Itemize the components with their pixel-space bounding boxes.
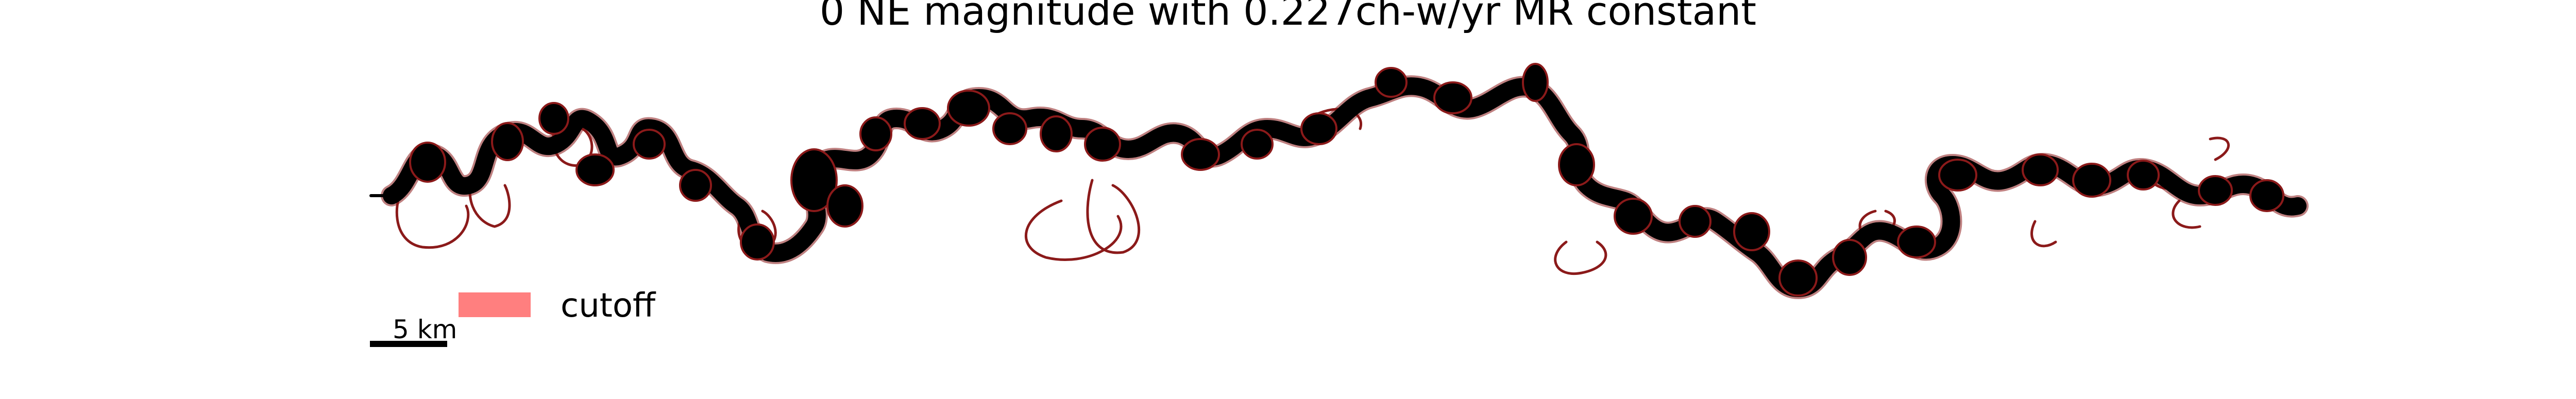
meander-lobe (1558, 143, 1595, 186)
meander-lobe (2127, 160, 2160, 190)
meander-lobe (1375, 67, 1408, 98)
meander-lobes (409, 63, 2284, 297)
meander-lobe (740, 223, 775, 261)
meander-lobe (2022, 153, 2059, 186)
scale-bar-label: 5 km (393, 315, 457, 344)
meander-lobe (1832, 239, 1867, 276)
meander-lobe (1522, 63, 1549, 102)
scale-bar: 5 km (370, 315, 457, 347)
meander-lobe (1241, 129, 1274, 160)
meander-lobe (633, 129, 666, 160)
meander-lobe (947, 90, 990, 127)
meander-lobe (409, 142, 446, 183)
cutoff-loop (1554, 240, 1607, 275)
cutoff-loop (2172, 199, 2201, 229)
meander-lobe (992, 112, 1027, 145)
meander-lobe (1897, 225, 1936, 258)
meander-lobe (1300, 112, 1337, 145)
meander-lobe (491, 122, 524, 161)
meander-lobe (790, 148, 838, 212)
meander-lobe (2072, 163, 2111, 198)
legend-swatch-cutoff (459, 292, 531, 317)
cutoff-loop (2209, 136, 2230, 161)
meander-lobe (2249, 179, 2284, 212)
meander-lobe (1433, 81, 1472, 114)
legend: cutoff (459, 287, 656, 325)
meander-lobe (1679, 205, 1711, 238)
meandering-channel (369, 75, 2309, 299)
meander-lobe (904, 107, 941, 140)
meander-lobe (1614, 198, 1653, 235)
meander-lobe (1778, 259, 1818, 297)
meander-lobe (1040, 115, 1073, 152)
channel-body (383, 77, 2307, 297)
meander-lobe (826, 184, 863, 228)
meander-lobe (1733, 212, 1770, 251)
meander-lobe (859, 116, 892, 151)
meander-lobe (1084, 127, 1121, 162)
meander-lobe (679, 169, 712, 202)
meander-lobe (2198, 175, 2233, 206)
cutoff-loop (2030, 220, 2057, 248)
cutoff-loop (1086, 179, 1140, 254)
meander-lobe (538, 102, 569, 135)
meander-lobe (575, 153, 615, 186)
cutoff-loop (1025, 199, 1123, 261)
legend-label-cutoff: cutoff (561, 287, 656, 325)
meander-lobe (1181, 138, 1220, 171)
figure-title: 0 NE magnitude with 0.227ch-w/yr MR cons… (820, 0, 1756, 34)
meander-lobe (1938, 159, 1977, 192)
